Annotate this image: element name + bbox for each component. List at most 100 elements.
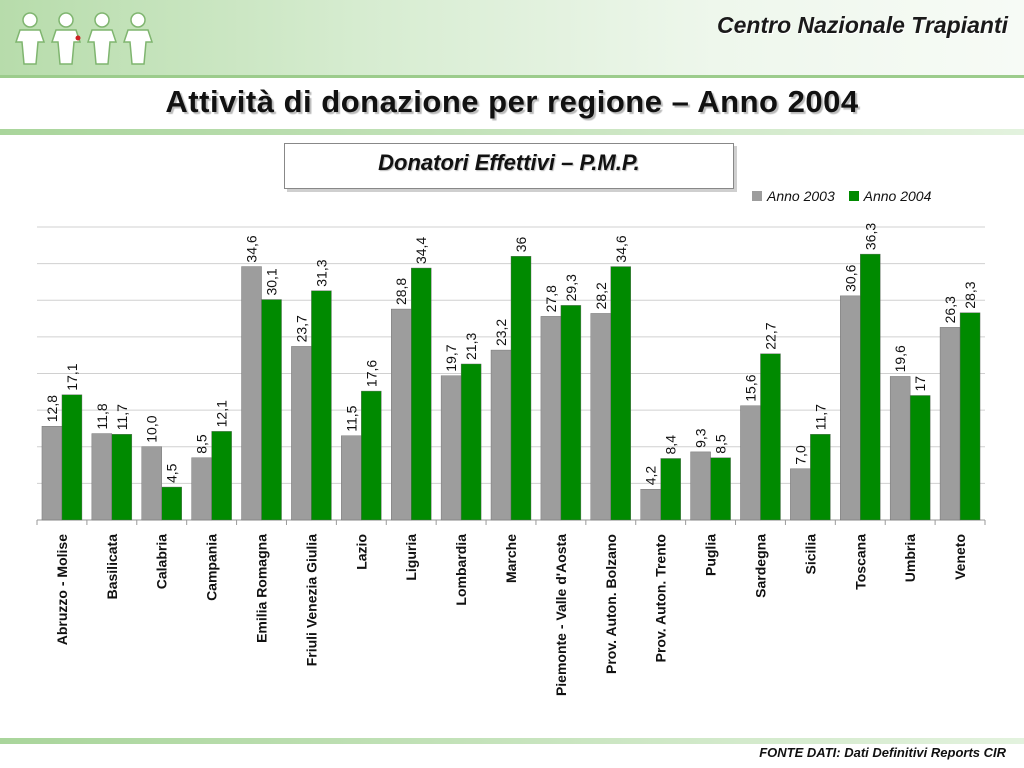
category-label: Sardegna [752,534,768,598]
bar-2003 [391,308,412,521]
category-label: Lombardia [453,534,469,606]
category-label: Basilicata [104,534,120,600]
bar-2004 [660,458,681,521]
bar-2003 [91,433,113,521]
category-label: Sicilia [802,534,818,575]
chart-subtitle: Donatori Effettivi – P.M.P. [378,150,640,175]
data-label: 17,6 [363,360,379,387]
data-label: 15,6 [742,374,758,401]
bar-2003 [790,468,811,521]
category-label: Campania [204,534,220,601]
data-label: 27,8 [543,285,559,312]
category-label: Calabria [154,534,170,589]
bar-2004 [810,434,831,521]
legend-label-2004: Anno 2004 [863,188,932,204]
title-underline-bar [0,129,1024,135]
category-label: Piemonte - Valle d'Aosta [553,534,569,696]
organization-name: Centro Nazionale Trapianti [717,12,1008,38]
bar-2003 [640,489,661,521]
data-label: 9,3 [693,428,709,448]
data-label: 28,2 [593,282,609,309]
bar-2003 [939,327,961,521]
data-label: 17,1 [64,363,80,390]
data-label: 31,3 [313,259,329,286]
data-label: 12,8 [44,395,60,422]
data-label: 29,3 [563,274,579,301]
bar-2003 [590,313,611,521]
page-title: Attività di donazione per regione – Anno… [165,84,859,119]
data-label: 36 [513,237,529,253]
bar-2004 [460,363,482,521]
data-label: 23,7 [293,315,309,342]
data-label: 28,8 [393,278,409,305]
bar-2003 [141,446,162,521]
legend-label-2003: Anno 2003 [767,188,835,204]
data-label: 19,7 [443,344,459,371]
bar-2004 [61,394,83,521]
bar-2003 [690,451,711,521]
bar-2003 [241,266,262,521]
data-label: 17 [912,376,928,392]
data-label: 10,0 [144,415,160,442]
bar-2004 [510,256,532,521]
bar-2004 [710,457,731,521]
data-label: 26,3 [942,296,958,323]
category-label: Emilia Romagna [254,534,270,643]
data-label: 8,4 [663,435,679,455]
data-label: 30,6 [842,264,858,291]
data-label: 34,6 [613,235,629,262]
legend-swatch-2004 [848,191,859,201]
data-label: 34,6 [244,235,260,262]
category-label: Toscana [852,534,868,590]
data-label: 28,3 [962,281,978,308]
data-label: 30,1 [264,268,280,295]
bar-2004 [411,267,432,521]
data-label: 4,5 [164,463,180,483]
category-label: Prov. Auton. Trento [653,534,669,662]
data-label: 11,5 [343,405,359,431]
category-label: Lazio [353,534,369,570]
legend-item-2003: Anno 2003 [752,188,835,204]
data-label: 21,3 [463,333,479,360]
bar-2003 [341,435,362,521]
bar-2003 [540,316,562,521]
legend-swatch-2003 [752,191,762,201]
bar-2003 [291,346,312,521]
bar-2003 [740,405,761,521]
category-label: Friuli Venezia Giulia [303,534,319,666]
header-banner [0,0,1024,78]
data-label: 11,7 [812,404,828,430]
data-label: 36,3 [862,223,878,250]
data-label: 4,2 [643,466,659,486]
bar-2003 [889,376,911,521]
chart-legend: Anno 2003 Anno 2004 [752,188,941,204]
bar-2004 [610,266,631,521]
data-label: 12,1 [214,400,230,427]
data-source-note: FONTE DATI: Dati Definitivi Reports CIR [759,745,1006,760]
bar-2004 [909,395,931,521]
category-label: Marche [503,534,519,583]
legend-item-2004: Anno 2004 [848,188,932,204]
data-label: 7,0 [792,445,808,465]
bar-2003 [490,349,512,521]
category-label: Veneto [952,534,968,580]
category-label: Umbria [902,534,918,582]
bar-2004 [361,390,382,521]
bar-2003 [840,295,861,521]
data-label: 8,5 [713,434,729,454]
bar-2003 [440,375,462,521]
data-label: 22,7 [762,322,778,349]
bar-chart: 12,817,1 Abruzzo - Molise 11,8 11,7 Basilica… [36,223,986,696]
bar-2004 [860,253,881,521]
bar-2004 [261,299,282,521]
bar-2004 [211,431,232,521]
data-label: 8,5 [194,434,210,454]
bar-2003 [41,426,63,521]
bar-2004 [161,486,182,521]
data-label: 19,6 [892,345,908,372]
bar-2004 [959,312,981,521]
people-figures-logo-icon [14,12,154,65]
category-label: Prov. Auton. Bolzano [603,534,619,674]
category-label: Abruzzo - Molise [54,534,70,645]
data-label: 11,8 [94,403,110,429]
